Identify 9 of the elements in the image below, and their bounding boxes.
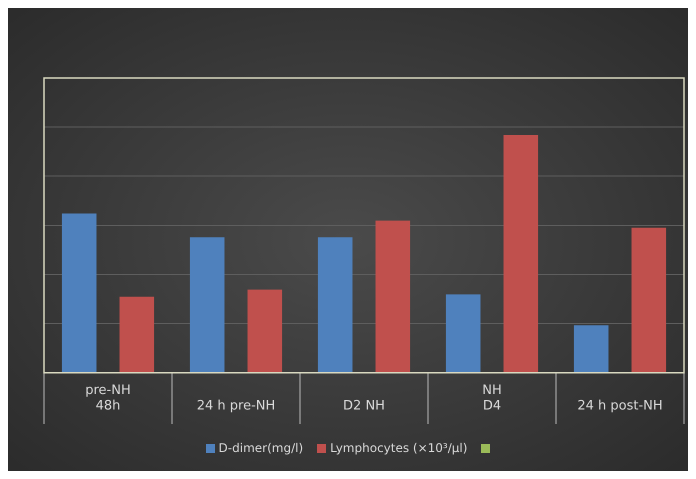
x-tick-label: D4 [482,398,502,414]
x-tick-label: D2 NH [343,398,385,414]
text: pre-NH [85,382,131,398]
legend-label: Lymphocytes (×10³/µl) [330,441,468,455]
x-tick-label: 48h [96,398,120,414]
text: NH [482,382,502,398]
x-tick-label: 24 h pre-NH [196,398,276,414]
x-tick-label: 24 h post-NH [577,398,663,414]
legend-label: D-dimer(mg/l) [218,441,304,455]
